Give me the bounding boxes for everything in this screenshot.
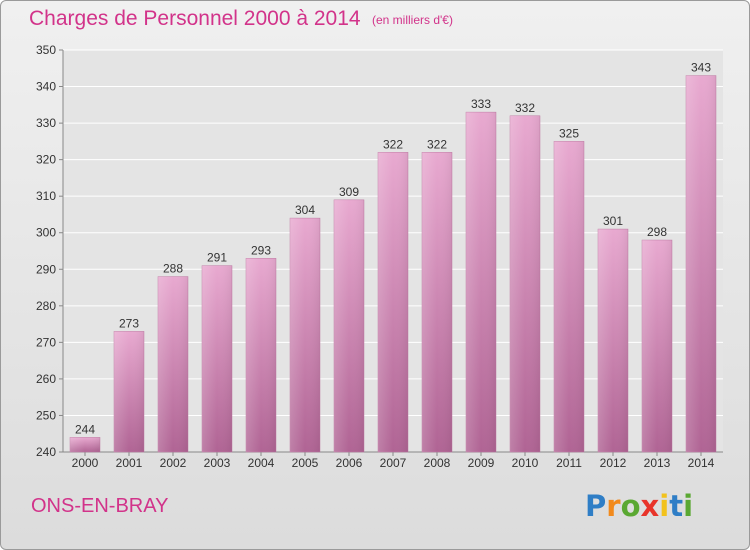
y-tick-label: 290 xyxy=(36,262,56,276)
bar-highlight xyxy=(510,115,540,453)
y-tick-label: 250 xyxy=(36,408,56,422)
data-label: 322 xyxy=(427,137,447,151)
x-tick-label: 2005 xyxy=(292,456,319,470)
bar-highlight xyxy=(378,152,408,452)
data-label: 309 xyxy=(339,185,359,199)
chart-title: Charges de Personnel 2000 à 2014 xyxy=(29,7,361,30)
x-tick-label: 2003 xyxy=(204,456,231,470)
y-tick-label: 260 xyxy=(36,372,56,386)
data-label: 291 xyxy=(207,251,227,265)
bar-highlight xyxy=(554,141,584,452)
x-tick-label: 2009 xyxy=(468,456,495,470)
data-label: 288 xyxy=(163,262,183,276)
bar-highlight xyxy=(686,75,716,452)
x-tick-label: 2001 xyxy=(116,456,143,470)
x-tick-label: 2012 xyxy=(600,456,627,470)
data-label: 301 xyxy=(603,214,623,228)
data-label: 293 xyxy=(251,243,271,257)
y-tick-label: 280 xyxy=(36,299,56,313)
bar-highlight xyxy=(598,229,628,452)
x-tick-label: 2000 xyxy=(72,456,99,470)
bar-highlight xyxy=(334,199,364,452)
x-tick-label: 2002 xyxy=(160,456,187,470)
y-tick-label: 240 xyxy=(36,445,56,459)
data-label: 244 xyxy=(75,422,95,436)
bar-highlight xyxy=(70,437,100,452)
bar-highlight xyxy=(422,152,452,452)
y-tick-label: 300 xyxy=(36,226,56,240)
data-label: 333 xyxy=(471,97,491,111)
town-name: ONS-EN-BRAY xyxy=(31,495,169,517)
data-label: 322 xyxy=(383,137,403,151)
proxiti-logo: Proxiti xyxy=(583,485,693,525)
x-tick-label: 2011 xyxy=(556,456,582,470)
x-tick-label: 2006 xyxy=(336,456,363,470)
bar-highlight xyxy=(466,112,496,453)
bar-highlight xyxy=(290,218,320,452)
bar-highlight xyxy=(114,331,144,452)
data-label: 343 xyxy=(691,61,711,75)
bar-highlight xyxy=(246,258,276,452)
data-label: 304 xyxy=(295,203,315,217)
data-label: 325 xyxy=(559,126,579,140)
bar-highlight xyxy=(642,240,672,452)
svg-text:Proxiti: Proxiti xyxy=(585,489,693,523)
x-tick-label: 2004 xyxy=(248,456,275,470)
bar-highlight xyxy=(202,265,232,452)
x-tick-label: 2007 xyxy=(380,456,407,470)
y-tick-label: 320 xyxy=(36,153,56,167)
y-tick-label: 340 xyxy=(36,80,56,94)
x-tick-label: 2013 xyxy=(644,456,671,470)
y-tick-label: 270 xyxy=(36,335,56,349)
data-label: 273 xyxy=(119,316,139,330)
x-tick-label: 2014 xyxy=(688,456,715,470)
y-tick-label: 310 xyxy=(36,189,56,203)
data-label: 298 xyxy=(647,225,667,239)
y-tick-label: 350 xyxy=(36,43,56,57)
x-tick-label: 2010 xyxy=(512,456,539,470)
data-label: 332 xyxy=(515,101,535,115)
bar-highlight xyxy=(158,276,188,452)
chart-subtitle: (en milliers d'€) xyxy=(372,13,453,27)
y-tick-label: 330 xyxy=(36,116,56,130)
x-tick-label: 2008 xyxy=(424,456,451,470)
